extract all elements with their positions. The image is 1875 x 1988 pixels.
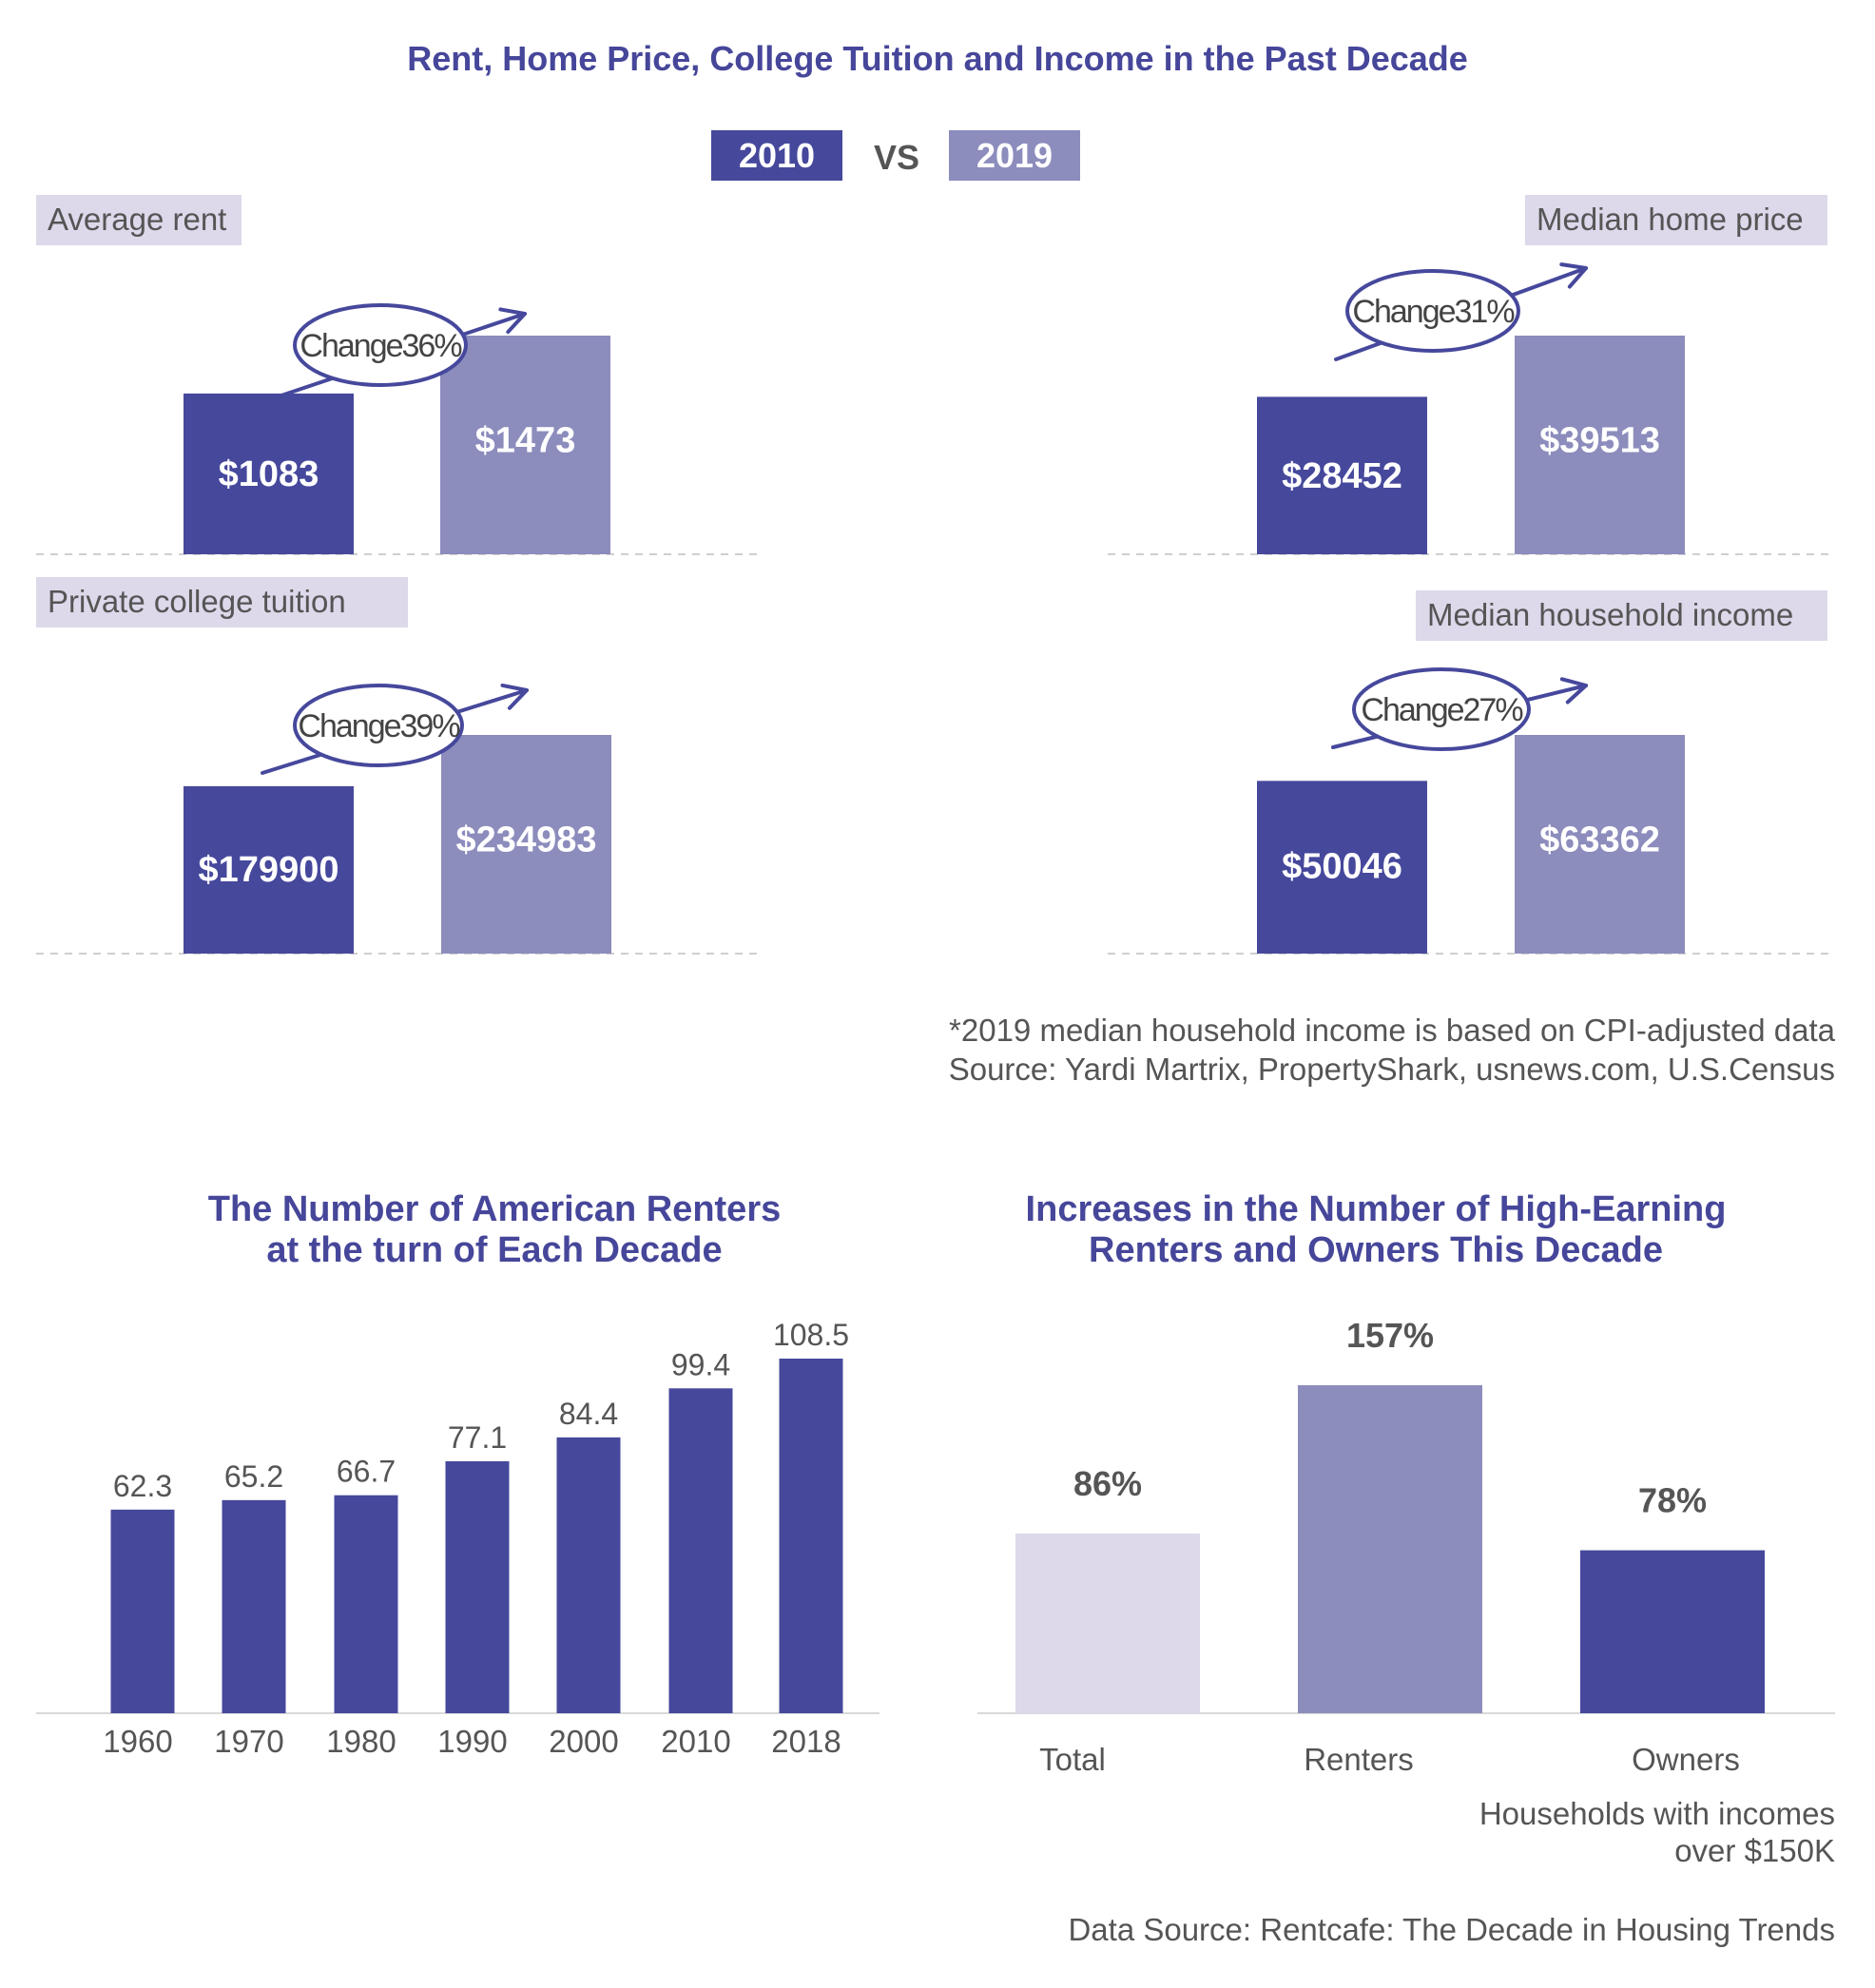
renters-year-tick: 1960 xyxy=(103,1724,172,1759)
bar-value-label: $1083 xyxy=(219,454,319,494)
legend-swatch-2010 xyxy=(711,130,842,181)
renters-bar-2018 xyxy=(779,1359,843,1713)
year-legend: 2010 VS 2019 xyxy=(711,130,1080,181)
high-earners-note-line1: Households with incomes xyxy=(1479,1796,1835,1831)
renters-value-label: 77.1 xyxy=(448,1420,507,1455)
high-earners-value-label: 78% xyxy=(1638,1481,1707,1520)
renters-bar-1980 xyxy=(334,1495,398,1713)
high-earners-category-tick: Renters xyxy=(1304,1742,1414,1777)
high-earners-chart: Increases in the Number of High-Earning … xyxy=(977,1189,1835,1868)
renters-value-label: 99.4 xyxy=(671,1347,730,1381)
renters-value-label: 65.2 xyxy=(224,1459,283,1494)
change-ellipse xyxy=(293,303,468,387)
comparison-panel-2: Median home price $28452 $39513 Change31% xyxy=(1108,195,1835,555)
renters-value-label: 84.4 xyxy=(559,1397,618,1431)
renters-year-tick: 1980 xyxy=(326,1724,396,1759)
bar-2010 xyxy=(184,785,354,954)
change-label: Change31% xyxy=(1352,294,1515,330)
panel-label-background xyxy=(36,195,242,245)
bar-2019 xyxy=(441,735,611,954)
legend-swatch-2019 xyxy=(949,130,1080,181)
bar-value-label: $234983 xyxy=(456,820,597,860)
bar-value-label: $179900 xyxy=(199,850,339,890)
legend-vs: VS xyxy=(874,138,919,177)
bar-value-label: $50046 xyxy=(1282,847,1402,887)
footnote-source: Source: Yardi Martrix, PropertyShark, us… xyxy=(949,1052,1835,1087)
change-ellipse xyxy=(1352,667,1531,751)
panel-label: Median home price xyxy=(1537,202,1804,237)
bar-2019 xyxy=(1515,336,1685,554)
legend-label-2019: 2019 xyxy=(976,136,1053,175)
high-earners-title-line2: Renters and Owners This Decade xyxy=(1089,1230,1663,1270)
high-earners-bar-owners xyxy=(1580,1550,1765,1713)
renters-bars: 62.3 1960 65.2 1970 66.7 1980 77.1 1990 84.4 2000… xyxy=(103,1318,849,1759)
change-label: Change39% xyxy=(298,708,460,744)
renters-bar-1960 xyxy=(110,1509,175,1713)
bar-2019 xyxy=(1515,735,1685,954)
renters-year-tick: 2010 xyxy=(661,1724,730,1759)
comparison-panel-4: Median household income $50046 $63362 Chang… xyxy=(1108,590,1835,955)
comparison-panels: Average rent $1083 $1473 Change36% Median ho… xyxy=(36,195,1835,955)
renters-year-tick: 2018 xyxy=(771,1724,841,1759)
arrow-head-icon xyxy=(1559,677,1588,704)
renters-year-tick: 1990 xyxy=(437,1724,507,1759)
bar-value-label: $39513 xyxy=(1539,421,1660,461)
change-ellipse xyxy=(1345,269,1520,353)
renters-bar-2000 xyxy=(556,1437,621,1713)
footnote-cpi: *2019 median household income is based o… xyxy=(949,1013,1836,1048)
renters-chart-title-line1: The Number of American Renters xyxy=(208,1189,782,1229)
arrow-head-icon xyxy=(500,683,529,710)
panel-label-background xyxy=(1525,195,1827,245)
arrow-head-icon xyxy=(1559,262,1588,289)
bar-2010 xyxy=(1257,396,1427,554)
renters-chart-title-line2: at the turn of Each Decade xyxy=(266,1230,722,1270)
renters-value-label: 108.5 xyxy=(773,1318,849,1352)
bar-2010 xyxy=(184,393,354,554)
bar-2019 xyxy=(440,336,610,554)
comparison-panel-3: Private college tuition $179900 $234983 Cha… xyxy=(36,577,761,955)
panel-label: Median household income xyxy=(1427,597,1793,632)
bar-value-label: $1473 xyxy=(475,421,576,461)
change-label: Change27% xyxy=(1361,692,1523,728)
high-earners-bar-total xyxy=(1015,1534,1200,1713)
bar-value-label: $63362 xyxy=(1539,820,1660,860)
main-title: Rent, Home Price, College Tuition and In… xyxy=(407,39,1468,78)
change-ellipse xyxy=(293,684,464,767)
data-source: Data Source: Rentcafe: The Decade in Hou… xyxy=(1068,1912,1835,1947)
arrow-head-icon xyxy=(498,307,527,335)
change-label: Change36% xyxy=(300,328,462,364)
legend-label-2010: 2010 xyxy=(739,136,815,175)
renters-chart: The Number of American Renters at the tu… xyxy=(36,1189,880,1759)
panel-label-background xyxy=(36,577,408,627)
high-earners-category-tick: Owners xyxy=(1632,1742,1740,1777)
comparison-panel-1: Average rent $1083 $1473 Change36% xyxy=(36,195,761,555)
renters-bar-1970 xyxy=(222,1499,286,1713)
renters-year-tick: 1970 xyxy=(214,1724,283,1759)
renters-value-label: 66.7 xyxy=(337,1455,396,1489)
panel-label-background xyxy=(1416,590,1827,641)
high-earners-title-line1: Increases in the Number of High-Earning xyxy=(1026,1189,1727,1229)
renters-bar-1990 xyxy=(445,1460,510,1713)
panel-label: Private college tuition xyxy=(48,584,346,619)
high-earners-note-line2: over $150K xyxy=(1674,1833,1835,1868)
bar-2010 xyxy=(1257,781,1427,954)
renters-bar-2010 xyxy=(668,1388,733,1713)
high-earners-value-label: 86% xyxy=(1073,1464,1142,1503)
high-earners-value-label: 157% xyxy=(1346,1316,1434,1355)
panel-label: Average rent xyxy=(48,202,226,237)
high-earners-bar-renters xyxy=(1298,1385,1482,1713)
renters-value-label: 62.3 xyxy=(113,1469,172,1503)
high-earners-bars: 86% Total 157% Renters 78% Owners xyxy=(1015,1316,1765,1777)
bar-value-label: $28452 xyxy=(1282,456,1402,496)
renters-year-tick: 2000 xyxy=(549,1724,618,1759)
high-earners-category-tick: Total xyxy=(1039,1742,1106,1777)
